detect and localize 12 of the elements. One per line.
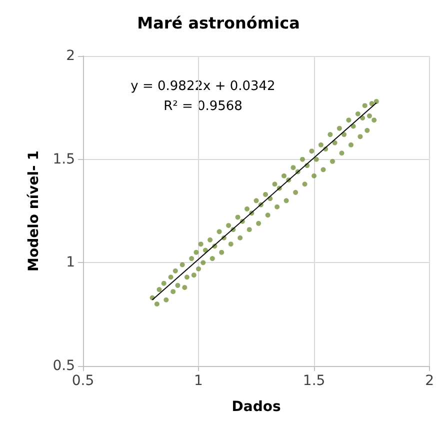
annotation: y = 0.9822x + 0.0342 xyxy=(130,79,276,94)
annotation: R² = 0.9568 xyxy=(164,99,242,114)
x-axis-title: Dados xyxy=(232,399,281,415)
y-tick-label: 1 xyxy=(66,254,75,271)
y-tick-label: 2 xyxy=(66,48,75,64)
y-tick-label: 0.5 xyxy=(52,358,75,374)
x-tick-label: 1.5 xyxy=(302,373,326,389)
y-axis-title: Modelo nível- 1 xyxy=(26,150,42,272)
y-tick-label: 1.5 xyxy=(52,151,75,168)
x-tick-label: 2 xyxy=(425,373,434,389)
x-tick-label: 1 xyxy=(194,373,203,389)
chart-title: Maré astronómica xyxy=(137,14,300,32)
